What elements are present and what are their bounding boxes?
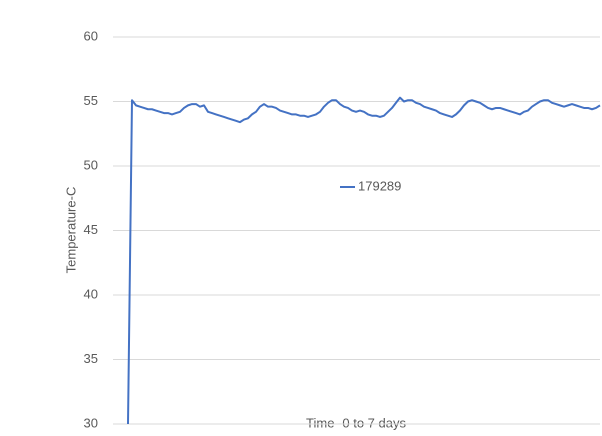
y-tick-label: 50: [84, 157, 98, 172]
y-tick-label: 60: [84, 28, 98, 43]
legend-label: 179289: [358, 178, 401, 193]
y-axis-title: Temperature-C: [63, 187, 78, 274]
y-tick-label: 45: [84, 222, 98, 237]
x-axis-title: Time -0 to 7 days: [306, 415, 406, 430]
y-tick-label: 55: [84, 93, 98, 108]
y-tick-label: 35: [84, 351, 98, 366]
y-tick-label: 40: [84, 286, 98, 301]
line-series: [127, 96, 601, 425]
y-tick-label: 30: [84, 415, 98, 430]
